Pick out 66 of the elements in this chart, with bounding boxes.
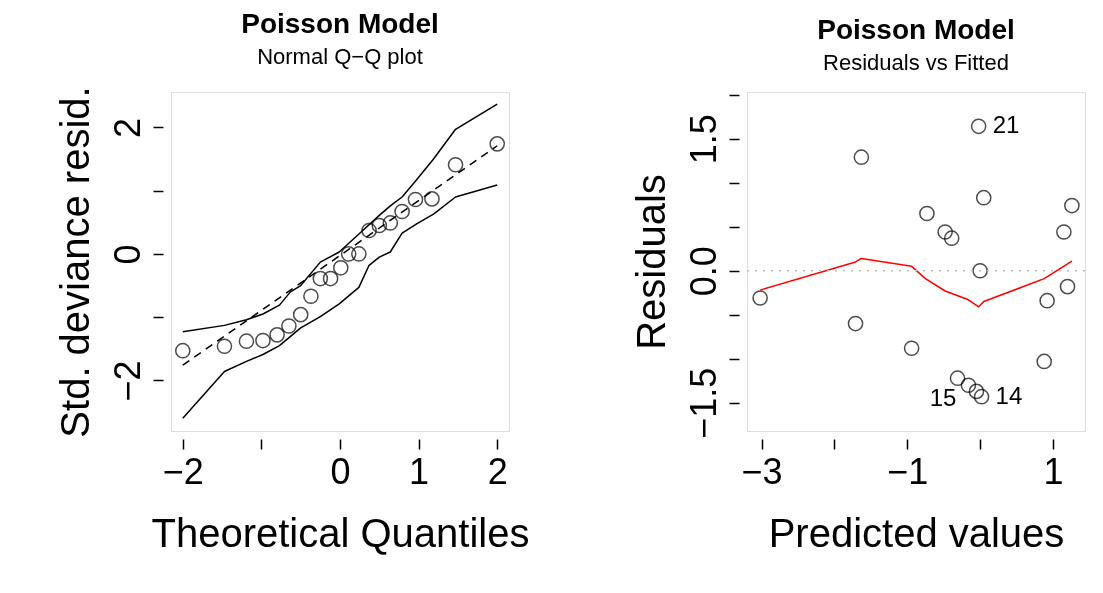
x-tick-label: −2 xyxy=(162,450,204,492)
point xyxy=(255,332,271,349)
point xyxy=(351,246,367,262)
chart-title: Poisson Model xyxy=(817,14,1015,45)
point xyxy=(281,318,297,334)
point xyxy=(1059,278,1076,295)
y-tick-label: −1.5 xyxy=(682,367,724,439)
point xyxy=(424,191,440,207)
point xyxy=(216,338,233,355)
point xyxy=(238,333,255,349)
point xyxy=(903,340,920,357)
point xyxy=(382,215,399,231)
x-tick-label: 0 xyxy=(330,450,351,492)
x-tick-label: 1 xyxy=(1043,450,1064,492)
point xyxy=(322,270,339,287)
point xyxy=(970,118,987,135)
point xyxy=(968,383,985,400)
point xyxy=(853,149,870,165)
y-tick-label: −2 xyxy=(106,360,148,402)
y-tick-label: 2 xyxy=(106,117,148,138)
line-series xyxy=(759,257,1073,308)
point xyxy=(312,270,329,287)
point xyxy=(340,246,357,262)
point xyxy=(361,222,377,239)
line-series xyxy=(182,184,498,420)
chart-subtitle: Residuals vs Fitted xyxy=(823,50,1009,75)
chart-subtitle: Normal Q−Q plot xyxy=(257,43,423,69)
point xyxy=(332,260,349,276)
y-tick-label: 1.5 xyxy=(682,114,724,165)
point xyxy=(174,342,191,359)
y-axis-title: Residuals xyxy=(628,174,673,350)
point xyxy=(1039,292,1055,309)
point xyxy=(847,315,864,332)
x-axis-title: Predicted values xyxy=(768,510,1065,555)
point xyxy=(752,290,768,306)
point xyxy=(371,217,388,234)
point xyxy=(973,388,990,405)
x-tick-label: −3 xyxy=(741,450,783,492)
point xyxy=(1064,197,1080,214)
point xyxy=(407,191,424,208)
y-tick-label: 0.0 xyxy=(682,246,724,297)
x-tick-label: 1 xyxy=(409,450,430,492)
point xyxy=(943,230,960,246)
x-tick-label: −1 xyxy=(887,450,929,492)
point xyxy=(303,288,319,305)
point xyxy=(447,156,464,173)
annotation: 14 xyxy=(995,381,1023,409)
point xyxy=(975,189,992,206)
point xyxy=(960,377,977,394)
point xyxy=(269,327,285,343)
point xyxy=(489,136,506,152)
point xyxy=(1036,353,1053,370)
point xyxy=(972,262,988,279)
y-axis-title: Std. deviance resid. xyxy=(52,86,97,438)
point xyxy=(949,370,966,386)
annotation: 21 xyxy=(992,111,1020,139)
x-tick-label: 2 xyxy=(487,450,508,492)
annotation: 15 xyxy=(929,384,957,412)
point xyxy=(919,205,935,222)
point xyxy=(1056,224,1072,240)
point xyxy=(394,203,410,220)
chart-title: Poisson Model xyxy=(241,7,439,39)
point xyxy=(292,306,309,323)
y-tick-label: 0 xyxy=(106,244,148,265)
x-axis-title: Theoretical Quantiles xyxy=(151,510,530,555)
point xyxy=(937,224,953,240)
